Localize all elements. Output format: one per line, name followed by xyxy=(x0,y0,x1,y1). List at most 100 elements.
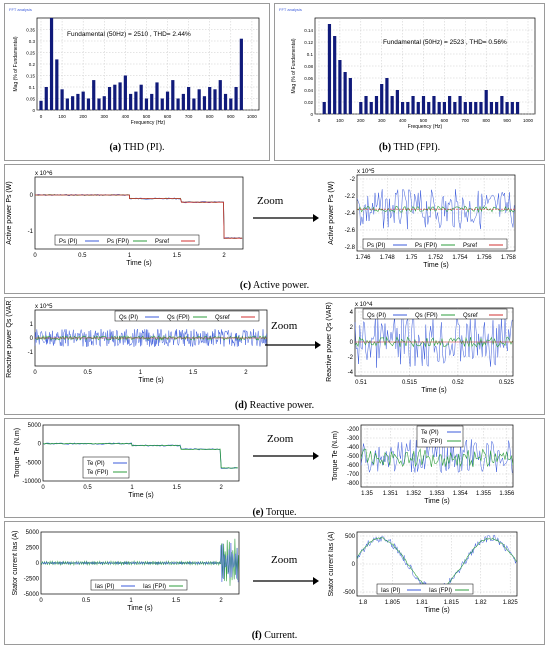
y-tick-label: 0.14 xyxy=(304,28,313,33)
bar xyxy=(86,98,91,110)
y-tick-label: -200 xyxy=(347,427,360,433)
y-tick-label: -1 xyxy=(28,229,34,235)
x-tick-label: 0.525 xyxy=(499,380,515,386)
zoom-arrow xyxy=(253,214,319,222)
x-tick-label: 0.5 xyxy=(82,598,91,604)
x-tick-label: 100 xyxy=(336,118,344,123)
x-tick-label: 1.754 xyxy=(452,255,468,261)
bar xyxy=(359,102,363,114)
legend-label: Qs (FPI) xyxy=(167,315,190,321)
panel-thd-pi: 0 100 200 300 400 500 600 700 800 900 1000 0 0.05 0.1… xyxy=(4,3,270,161)
bar xyxy=(468,102,473,114)
legend-label: Ias (PI) xyxy=(95,584,114,590)
caption-d: (d) Reactive power. xyxy=(234,400,315,411)
x-tick-label: 1.815 xyxy=(444,600,460,606)
axis-exponent: x 10^6 xyxy=(35,171,53,177)
y-tick-label: -2500 xyxy=(24,577,40,583)
y-tick-label: 0.25 xyxy=(26,51,35,56)
y-tick-label: -5000 xyxy=(26,460,42,466)
x-tick-label: 1.356 xyxy=(499,491,515,497)
x-tick-label: 700 xyxy=(185,114,193,119)
y-tick-label: 4 xyxy=(350,310,354,316)
legend-box xyxy=(362,308,508,320)
x-tick-label: 1 xyxy=(139,370,143,376)
y-tick-label: -10000 xyxy=(22,479,41,485)
y-axis-label: Mag (% of Fundamental) xyxy=(13,36,19,91)
bar xyxy=(192,98,196,110)
bar xyxy=(234,87,238,110)
bar xyxy=(453,102,457,114)
bar xyxy=(49,18,54,110)
axis-exponent: x 10^5 xyxy=(35,304,53,310)
bar xyxy=(176,98,180,110)
bar xyxy=(458,96,462,114)
x-tick-label: 0.515 xyxy=(402,380,418,386)
y-tick-label: -2 xyxy=(348,355,354,361)
bar xyxy=(113,84,117,110)
bar xyxy=(71,96,75,110)
x-tick-label: 2 xyxy=(222,253,226,259)
bar xyxy=(218,80,222,110)
legend-label: Qs (PI) xyxy=(119,315,138,321)
x-tick-label: 1000 xyxy=(247,114,258,119)
axis-exponent: x 10^4 xyxy=(355,302,373,308)
x-tick-label: 900 xyxy=(503,118,511,123)
x-tick-label: 600 xyxy=(441,118,449,123)
bar xyxy=(343,72,347,114)
y-axis-label: Mag (% of Fundamental) xyxy=(291,38,297,93)
x-tick-label: 1.5 xyxy=(172,598,181,604)
x-tick-label: 1 xyxy=(129,598,133,604)
legend-label: Ias (PI) xyxy=(381,588,400,594)
chart-thd-fpi: 0 100 200 300 400 500 600 700 800 900 1000 0 0.02 0.0… xyxy=(279,7,536,130)
zoom-label: Zoom xyxy=(271,320,298,332)
x-axis-label: Time (s) xyxy=(127,605,152,612)
x-tick-label: 600 xyxy=(164,114,172,119)
y-tick-label: 0 xyxy=(38,442,42,448)
x-axis-label: Time (s) xyxy=(424,498,449,505)
bar xyxy=(489,102,494,114)
bar xyxy=(160,98,164,110)
x-tick-label: 0 xyxy=(39,598,43,604)
bar xyxy=(139,84,143,110)
zoom-label: Zoom xyxy=(257,195,284,207)
zoom-label: Zoom xyxy=(271,554,298,566)
series-line xyxy=(34,328,267,348)
chart-current-zoom: 1.8 1.805 1.81 1.815 1.82 1.825 500 0 -500 Time (… xyxy=(328,532,518,614)
y-tick-label: 0 xyxy=(30,193,34,199)
y-tick-label: -500 xyxy=(343,590,356,596)
y-tick-label: 0.35 xyxy=(26,28,35,33)
y-tick-label: 0.2 xyxy=(29,62,36,67)
panel-current: 0 0.5 1 1.5 2 5000 2500 0 -2500 -5000 Time (s) Stat… xyxy=(4,521,545,645)
y-tick-label: 0 xyxy=(32,108,35,113)
y-tick-label: 0.05 xyxy=(26,97,35,102)
series-line xyxy=(360,448,514,468)
legend-label: Psref xyxy=(155,239,169,245)
x-tick-label: 0.52 xyxy=(452,380,464,386)
x-axis-label: Time (s) xyxy=(421,387,446,394)
panel-thd-fpi: 0 100 200 300 400 500 600 700 800 900 1000 0 0.02 0.0… xyxy=(274,3,545,161)
x-tick-label: 0 xyxy=(318,118,321,123)
legend-box xyxy=(82,456,130,479)
x-axis-label: Frequency (Hz) xyxy=(408,124,443,130)
plot-area xyxy=(42,424,240,482)
zoom-arrow xyxy=(253,452,319,460)
y-tick-label: -2 xyxy=(350,177,356,183)
bar xyxy=(380,84,384,114)
y-axis-label: Torque Te (N.m) xyxy=(14,428,21,478)
chart-thd-pi: 0 100 200 300 400 500 600 700 800 900 1000 0 0.05 0.1… xyxy=(9,7,260,126)
chart-title: FFT analysis xyxy=(279,7,302,12)
x-tick-label: 1.5 xyxy=(172,485,181,491)
y-tick-label: -300 xyxy=(347,436,360,442)
y-axis-label: Stator current Ias (A) xyxy=(12,531,19,596)
x-tick-label: 200 xyxy=(357,118,365,123)
bar xyxy=(202,96,207,110)
x-tick-label: 1.758 xyxy=(501,255,517,261)
x-tick-label: 400 xyxy=(399,118,407,123)
x-tick-label: 0 xyxy=(41,485,45,491)
x-tick-label: 1.805 xyxy=(385,600,401,606)
x-tick-label: 0.5 xyxy=(78,253,87,259)
x-tick-label: 1.35 xyxy=(361,491,373,497)
y-axis-label: Active power Ps (W) xyxy=(6,181,13,244)
bar xyxy=(187,87,191,110)
legend-label: Te (PI) xyxy=(87,461,105,467)
